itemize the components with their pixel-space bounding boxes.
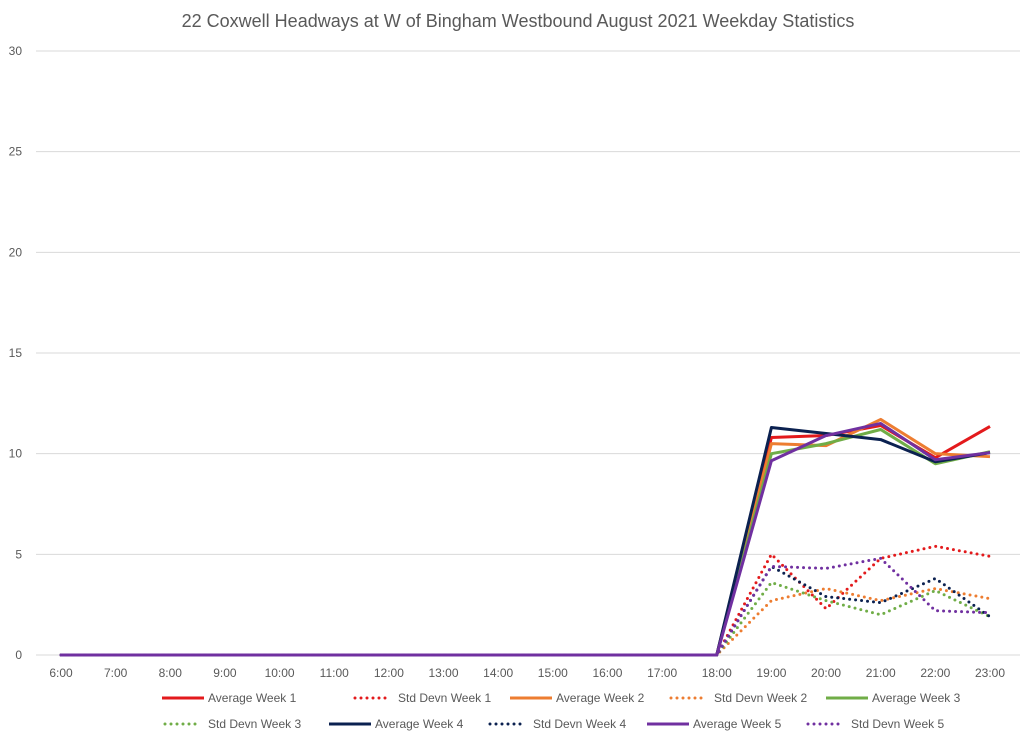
series-line-std-devn-week-5 bbox=[59, 556, 992, 657]
legend-label: Std Devn Week 2 bbox=[714, 691, 807, 705]
x-tick-label: 9:00 bbox=[213, 666, 237, 680]
y-tick-label: 0 bbox=[15, 648, 22, 662]
y-tick-label: 15 bbox=[9, 346, 23, 360]
x-tick-label: 7:00 bbox=[104, 666, 128, 680]
legend-label: Average Week 2 bbox=[556, 691, 645, 705]
legend-label: Average Week 3 bbox=[872, 691, 961, 705]
series-line-average-week-1 bbox=[61, 423, 991, 657]
x-tick-label: 13:00 bbox=[429, 666, 459, 680]
x-tick-label: 17:00 bbox=[647, 666, 677, 680]
x-tick-label: 21:00 bbox=[866, 666, 896, 680]
x-tick-label: 20:00 bbox=[811, 666, 841, 680]
x-tick-label: 19:00 bbox=[756, 666, 786, 680]
x-tick-label: 8:00 bbox=[159, 666, 183, 680]
series-line-std-devn-week-4 bbox=[59, 564, 992, 657]
legend-label: Average Week 5 bbox=[693, 717, 782, 731]
y-tick-label: 30 bbox=[9, 44, 23, 58]
y-tick-label: 10 bbox=[9, 447, 23, 461]
x-tick-label: 10:00 bbox=[265, 666, 295, 680]
x-tick-label: 15:00 bbox=[538, 666, 568, 680]
legend-label: Average Week 4 bbox=[375, 717, 464, 731]
legend-label: Std Devn Week 4 bbox=[533, 717, 626, 731]
legend-label: Average Week 1 bbox=[208, 691, 297, 705]
legend-label: Std Devn Week 1 bbox=[398, 691, 491, 705]
series-line-average-week-3 bbox=[61, 428, 991, 657]
y-tick-label: 5 bbox=[15, 547, 22, 561]
x-tick-label: 16:00 bbox=[592, 666, 622, 680]
chart-title: 22 Coxwell Headways at W of Bingham West… bbox=[182, 11, 855, 31]
x-tick-label: 23:00 bbox=[975, 666, 1005, 680]
x-tick-label: 14:00 bbox=[483, 666, 513, 680]
series-line-average-week-4 bbox=[61, 425, 991, 657]
x-tick-label: 12:00 bbox=[374, 666, 404, 680]
x-tick-label: 11:00 bbox=[320, 666, 349, 680]
y-tick-label: 20 bbox=[9, 245, 23, 259]
y-tick-label: 25 bbox=[9, 145, 23, 159]
series-line-average-week-5 bbox=[61, 421, 991, 657]
series-line-std-devn-week-3 bbox=[59, 581, 992, 657]
x-tick-label: 6:00 bbox=[49, 666, 73, 680]
x-tick-label: 18:00 bbox=[702, 666, 732, 680]
x-tick-label: 22:00 bbox=[920, 666, 950, 680]
legend-label: Std Devn Week 5 bbox=[851, 717, 944, 731]
series-line-average-week-2 bbox=[61, 417, 991, 657]
legend-label: Std Devn Week 3 bbox=[208, 717, 301, 731]
